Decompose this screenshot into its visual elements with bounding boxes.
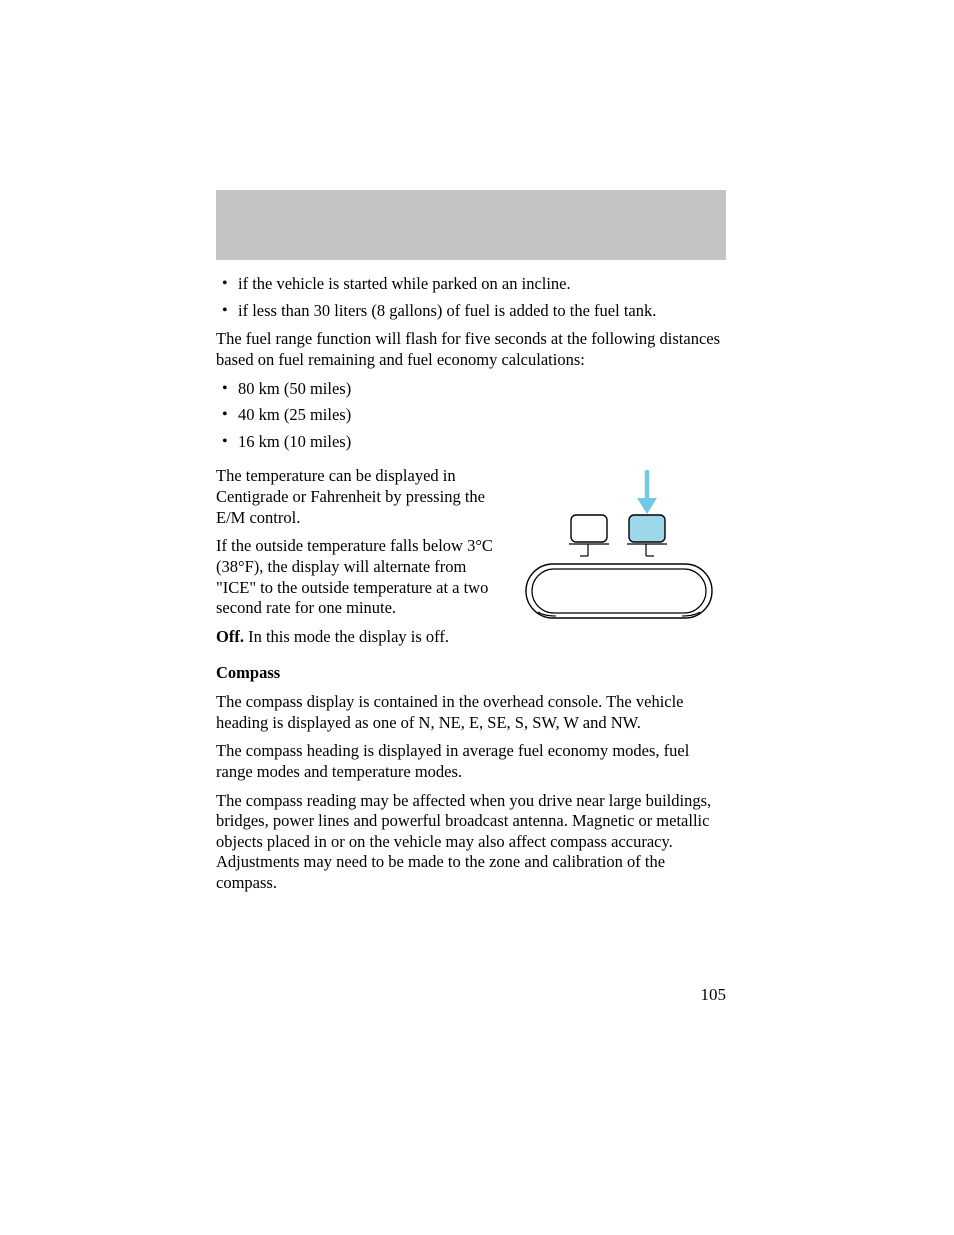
right-column <box>516 466 726 655</box>
left-button <box>569 515 609 556</box>
bullet-text: 16 km (10 miles) <box>238 432 351 451</box>
overhead-console-diagram <box>516 466 726 646</box>
content-area: if the vehicle is started while parked o… <box>216 274 726 902</box>
header-bar <box>216 190 726 260</box>
page-number: 105 <box>701 984 727 1005</box>
distance-bullet-list: 80 km (50 miles) 40 km (25 miles) 16 km … <box>216 379 726 453</box>
arrow-icon <box>637 472 657 514</box>
flash-intro-paragraph: The fuel range function will flash for f… <box>216 329 726 370</box>
page: if the vehicle is started while parked o… <box>0 0 954 1235</box>
bullet-text: if less than 30 liters (8 gallons) of fu… <box>238 301 656 320</box>
mirror-body <box>526 564 712 618</box>
compass-paragraph-3: The compass reading may be affected when… <box>216 791 726 894</box>
list-item: 80 km (50 miles) <box>216 379 726 400</box>
compass-heading: Compass <box>216 663 726 684</box>
off-text: In this mode the display is off. <box>244 627 449 646</box>
off-mode-paragraph: Off. In this mode the display is off. <box>216 627 500 648</box>
two-column-section: The temperature can be displayed in Cent… <box>216 466 726 655</box>
bullet-text: 40 km (25 miles) <box>238 405 351 424</box>
left-column: The temperature can be displayed in Cent… <box>216 466 500 655</box>
intro-bullet-list: if the vehicle is started while parked o… <box>216 274 726 321</box>
temperature-paragraph-1: The temperature can be displayed in Cent… <box>216 466 500 528</box>
bullet-text: if the vehicle is started while parked o… <box>238 274 571 293</box>
compass-paragraph-1: The compass display is contained in the … <box>216 692 726 733</box>
em-button-highlighted <box>627 515 667 556</box>
bullet-text: 80 km (50 miles) <box>238 379 351 398</box>
list-item: 40 km (25 miles) <box>216 405 726 426</box>
temperature-paragraph-2: If the outside temperature falls below 3… <box>216 536 500 619</box>
list-item: if the vehicle is started while parked o… <box>216 274 726 295</box>
list-item: if less than 30 liters (8 gallons) of fu… <box>216 301 726 322</box>
compass-paragraph-2: The compass heading is displayed in aver… <box>216 741 726 782</box>
off-label: Off. <box>216 627 244 646</box>
list-item: 16 km (10 miles) <box>216 432 726 453</box>
